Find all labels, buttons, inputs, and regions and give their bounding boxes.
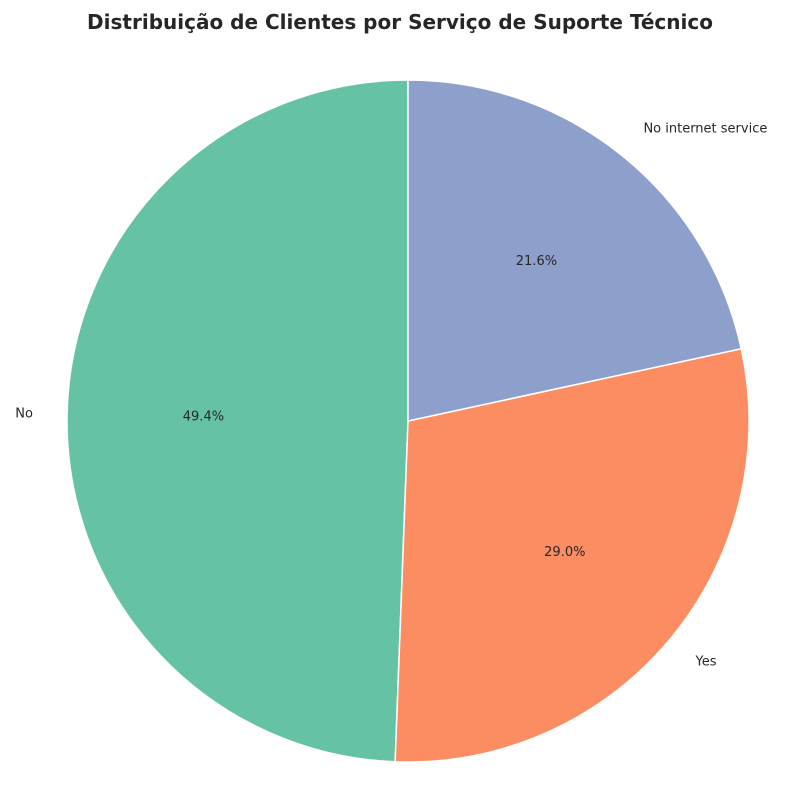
pie-slice-yes <box>394 347 750 763</box>
slice-percent-label: 29.0% <box>544 545 585 560</box>
slice-category-label: No internet service <box>643 121 767 136</box>
slice-percent-label: 49.4% <box>183 410 224 425</box>
pie-labels: No 49.4% Yes 29.0% No internet service 21.6% <box>15 121 767 669</box>
chart-title: Distribuição de Clientes por Serviço de … <box>87 10 713 34</box>
pie-slice-no <box>66 79 409 763</box>
pie-slices <box>66 79 750 763</box>
slice-percent-label: 21.6% <box>516 254 557 269</box>
pie-slice-no-internet-service <box>407 79 743 422</box>
slice-category-label: Yes <box>695 654 717 669</box>
slice-category-label: No <box>15 406 33 421</box>
